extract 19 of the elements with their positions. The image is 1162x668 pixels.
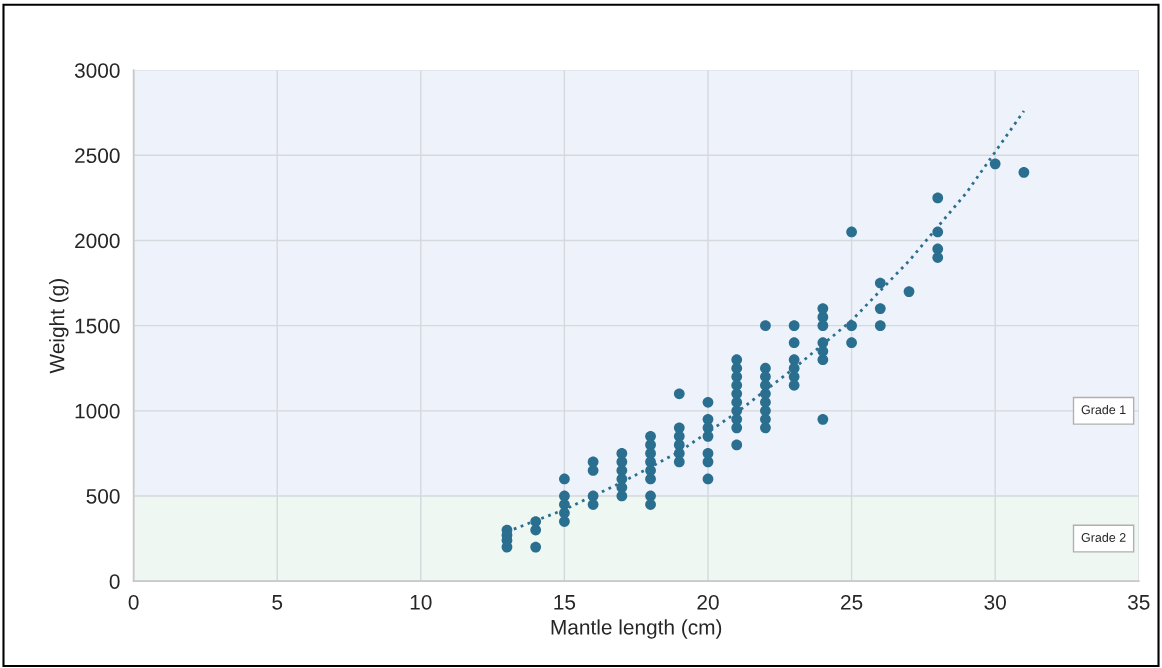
x-tick-label: 0 [128, 594, 139, 610]
x-tick-label: 30 [984, 594, 1006, 610]
y-tick-label: 2000 [75, 233, 120, 249]
y-tick-label: 500 [86, 488, 120, 504]
y-axis-title: Weight (g) [49, 279, 69, 374]
x-tick-label: 25 [841, 594, 863, 610]
y-tick-label: 2500 [75, 148, 120, 164]
band-label: Grade 1 [1081, 404, 1126, 415]
x-tick-label: 20 [697, 594, 719, 610]
x-tick-label: 10 [410, 594, 432, 610]
band-label: Grade 2 [1081, 532, 1126, 542]
x-tick-label: 5 [272, 595, 283, 610]
x-tick-label: 15 [554, 595, 576, 610]
x-tick-label: 35 [1127, 594, 1150, 610]
y-tick-label: 0 [109, 574, 120, 589]
y-tick-label: 3000 [74, 63, 120, 78]
y-tick-label: 1500 [75, 318, 120, 334]
y-tick-label: 1000 [75, 403, 120, 419]
x-axis-title: Mantle length (cm) [551, 619, 722, 639]
